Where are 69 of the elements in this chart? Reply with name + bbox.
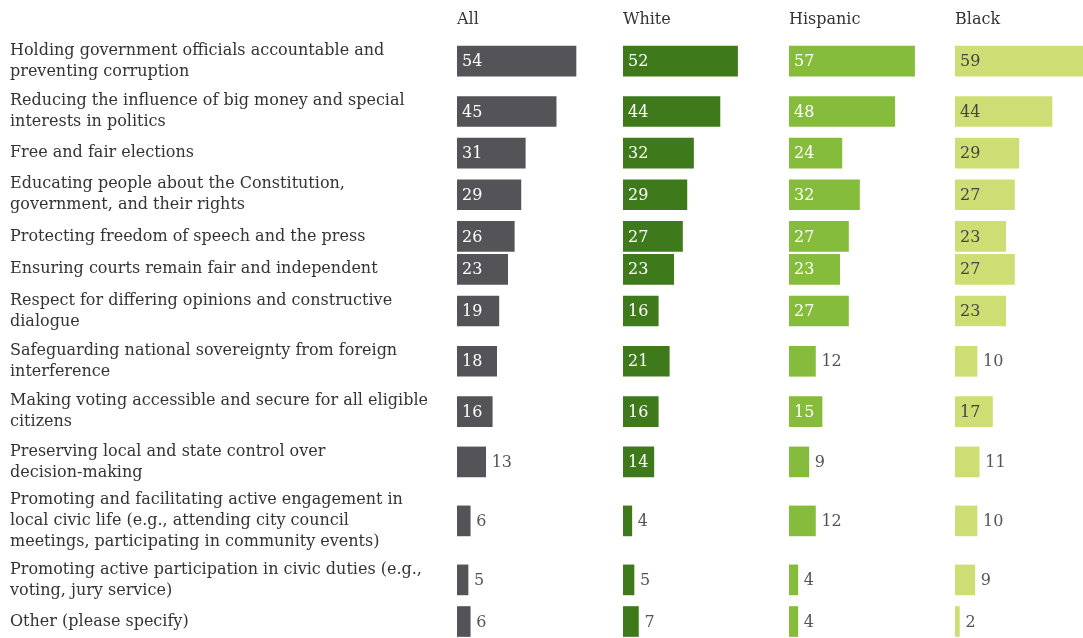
y-tick-label: Reducing the influence of big money and special interests in politics — [10, 90, 405, 131]
data-label: 27 — [960, 184, 981, 204]
data-label: 2 — [965, 611, 976, 631]
data-label: 26 — [462, 226, 483, 246]
data-label: 29 — [462, 184, 483, 204]
data-label: 19 — [462, 301, 483, 321]
data-label: 15 — [794, 401, 815, 421]
data-label: 11 — [985, 452, 1006, 472]
data-label: 23 — [462, 259, 483, 279]
data-label: 29 — [628, 184, 649, 204]
y-tick-label: Ensuring courts remain fair and independent — [10, 258, 379, 278]
y-tick-label: Protecting freedom of speech and the press — [10, 225, 366, 245]
y-tick-label: Safeguarding national sovereignty from foreign interference — [10, 339, 398, 380]
data-label: 27 — [794, 301, 815, 321]
data-label: 44 — [960, 101, 981, 121]
data-label: 4 — [637, 511, 648, 531]
data-label: 32 — [794, 184, 815, 204]
data-label: 12 — [821, 351, 842, 371]
data-label: 4 — [803, 611, 814, 631]
data-label: 21 — [628, 351, 649, 371]
data-label: 16 — [628, 401, 649, 421]
data-label: 5 — [640, 570, 651, 590]
data-label: 18 — [462, 351, 483, 371]
y-tick-label: Educating people about the Constitution, government, and their rights — [10, 173, 345, 214]
data-label: 6 — [476, 611, 487, 631]
data-label: 10 — [983, 511, 1004, 531]
y-tick-label: Free and fair elections — [10, 142, 194, 162]
data-label: 29 — [960, 143, 981, 163]
data-label: 32 — [628, 143, 649, 163]
data-label: 9 — [980, 570, 992, 590]
data-label: 27 — [960, 259, 981, 279]
chart-title: Black — [955, 9, 1001, 28]
data-label: 23 — [960, 301, 981, 321]
data-label: 14 — [628, 452, 649, 472]
y-tick-label: Respect for differing opinions and constructive dialogue — [10, 289, 393, 330]
data-label: 17 — [960, 401, 981, 421]
data-label: 31 — [462, 143, 483, 163]
data-label: 44 — [628, 101, 649, 121]
data-label: 4 — [803, 570, 814, 590]
data-label: 27 — [628, 226, 649, 246]
data-label: 57 — [794, 51, 815, 71]
data-label: 7 — [644, 611, 655, 631]
y-tick-label: Holding government officials accountable and preventing corruption — [10, 39, 385, 80]
data-label: 13 — [491, 452, 512, 472]
data-label: 54 — [462, 51, 483, 71]
data-label: 16 — [462, 401, 483, 421]
data-label: 23 — [960, 226, 981, 246]
y-tick-label: Promoting and facilitating active engagement in local civic life (e.g., attending city council meetings, participating in community events) — [10, 489, 403, 551]
chart-title: Hispanic — [789, 9, 861, 28]
data-label: 5 — [474, 570, 485, 590]
chart-title: All — [456, 9, 479, 28]
data-label: 23 — [794, 259, 815, 279]
data-label: 16 — [628, 301, 649, 321]
data-label: 6 — [476, 511, 487, 531]
data-label: 12 — [821, 511, 842, 531]
data-label: 27 — [794, 226, 815, 246]
data-label: 10 — [983, 351, 1004, 371]
data-label: 9 — [814, 452, 826, 472]
y-tick-label: Promoting active participation in civic duties (e.g., voting, jury service) — [9, 558, 422, 599]
chart-title: White — [623, 9, 671, 28]
data-label: 52 — [628, 51, 649, 71]
y-tick-label: Making voting accessible and secure for all eligible citizens — [10, 390, 428, 431]
data-label: 48 — [794, 101, 815, 121]
data-label: 24 — [794, 143, 815, 163]
y-tick-label: Other (please specify) — [10, 610, 189, 630]
y-tick-label: Preserving local and state control over decision-making — [10, 440, 326, 481]
data-label: 59 — [960, 51, 981, 71]
data-label: 45 — [462, 101, 483, 121]
data-label: 23 — [628, 259, 649, 279]
